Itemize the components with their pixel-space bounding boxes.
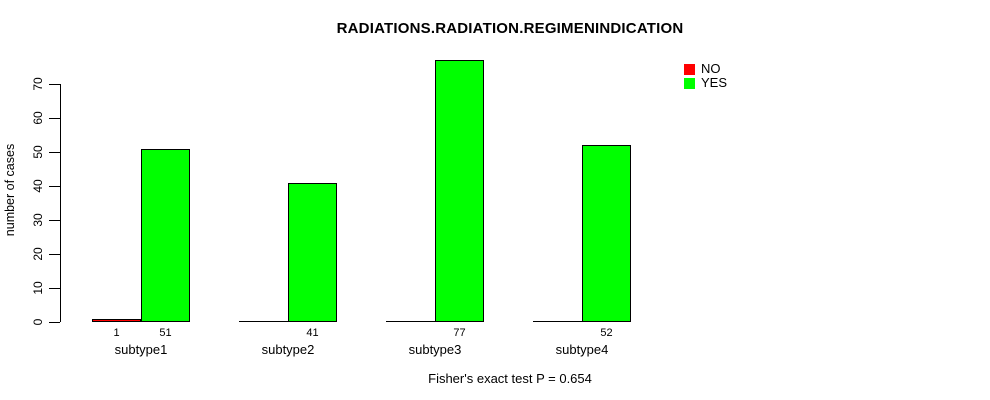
bar-yes-subtype1 [141, 149, 190, 322]
bar-no-subtype1 [92, 319, 141, 322]
legend-swatch-yes [684, 77, 695, 89]
y-axis-tick [49, 185, 60, 187]
legend: NO YES [684, 61, 728, 91]
category-label-subtype1: subtype1 [114, 342, 168, 357]
chart-title: RADIATIONS.RADIATION.REGIMENINDICATION [336, 20, 684, 37]
y-axis-tick-label: 10 [31, 281, 45, 295]
bar-no-subtype4 [533, 321, 582, 322]
y-axis-tick [49, 151, 60, 153]
bar-value-label: 52 [600, 327, 613, 339]
bar-value-label: 1 [113, 327, 120, 339]
y-axis-tick-label: 30 [31, 213, 45, 227]
y-axis-tick-label: 50 [31, 145, 45, 159]
category-label-subtype4: subtype4 [555, 342, 609, 357]
bar-value-label: 77 [453, 327, 466, 339]
bar-yes-subtype3 [435, 60, 484, 322]
bar-yes-subtype4 [582, 145, 631, 322]
legend-swatch-no [684, 63, 695, 75]
bar-no-subtype2 [239, 321, 288, 322]
y-axis-tick-label: 60 [31, 111, 45, 125]
y-axis-tick-label: 70 [31, 77, 45, 91]
y-axis-tick-label: 40 [31, 179, 45, 193]
y-axis-tick-label: 0 [31, 318, 45, 326]
bar-value-label: 41 [306, 327, 319, 339]
category-label-subtype3: subtype3 [408, 342, 462, 357]
legend-label-yes: YES [701, 75, 728, 90]
legend-item-yes: YES [684, 75, 728, 90]
bar-yes-subtype2 [288, 183, 337, 322]
y-axis-tick [49, 321, 60, 323]
category-label-subtype2: subtype2 [261, 342, 315, 357]
footnote-text: Fisher's exact test P = 0.654 [428, 371, 592, 386]
y-axis-tick [49, 287, 60, 289]
y-axis-tick [49, 83, 60, 85]
bar-value-label: 51 [159, 327, 172, 339]
legend-label-no: NO [701, 61, 721, 76]
y-axis-tick [49, 117, 60, 119]
legend-item-no: NO [684, 61, 727, 76]
y-axis-tick [49, 253, 60, 255]
y-axis-tick [49, 219, 60, 221]
y-axis-tick-label: 20 [31, 247, 45, 261]
y-axis-line [60, 83, 61, 322]
bar-no-subtype3 [386, 321, 435, 322]
y-axis-label: number of cases [3, 143, 17, 237]
